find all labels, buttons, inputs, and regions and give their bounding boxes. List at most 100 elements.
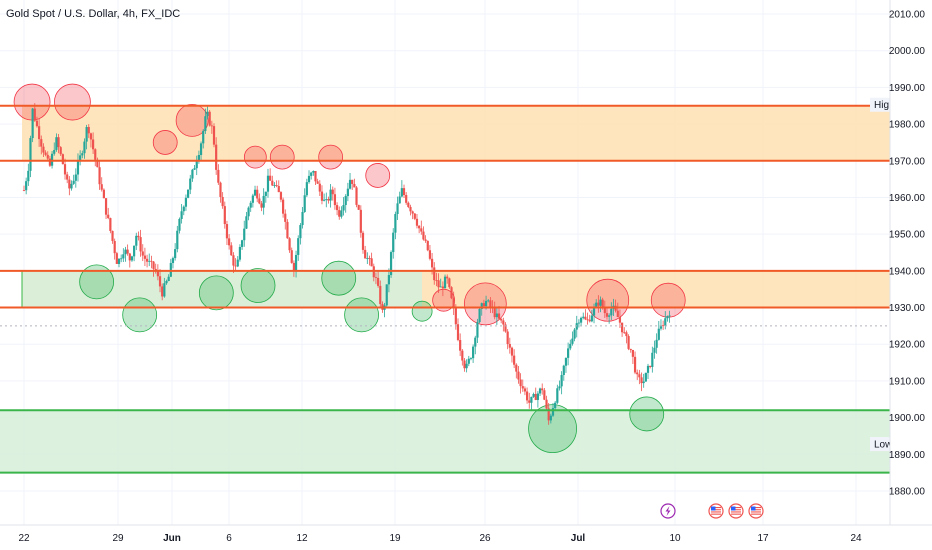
- candle-body: [513, 355, 516, 365]
- candle-body: [441, 286, 444, 289]
- candle-body: [620, 322, 624, 333]
- candle-body: [448, 278, 451, 288]
- candle-body: [469, 358, 473, 359]
- us-flag-stripe: [711, 511, 721, 513]
- us-flag-stripe: [731, 509, 741, 511]
- candle-body: [595, 302, 598, 308]
- candle-body: [567, 348, 570, 358]
- candle-body: [234, 265, 237, 267]
- candle-body: [452, 298, 455, 309]
- time-tick-label: 10: [669, 533, 681, 544]
- candle-body: [605, 313, 609, 317]
- time-tick-label: 22: [18, 533, 30, 544]
- candle-body: [430, 258, 434, 268]
- resistance-highlight-circle: [365, 163, 391, 188]
- us-flag-stripe: [711, 513, 721, 515]
- us-flag-stripe: [751, 509, 761, 511]
- candle-body: [374, 277, 378, 279]
- candle-body: [182, 206, 185, 212]
- candle-body: [588, 319, 591, 322]
- us-flag-icon: [748, 503, 764, 519]
- candle-body: [81, 153, 84, 156]
- candle-body: [616, 310, 619, 317]
- candle-body: [215, 144, 218, 170]
- support-highlight-circle: [79, 264, 115, 300]
- candle-body: [644, 372, 647, 382]
- price-tick-label: 1990.00: [889, 83, 926, 94]
- candle-body: [57, 137, 60, 148]
- candle-body: [171, 258, 175, 264]
- candle-body: [260, 203, 263, 208]
- candle-body: [184, 197, 188, 207]
- candle-body: [603, 307, 606, 314]
- us-flag-canton: [751, 506, 756, 511]
- candle-body: [618, 316, 622, 323]
- candle-body: [597, 302, 600, 306]
- support-highlight-circle: [411, 300, 433, 322]
- candle-body: [156, 270, 159, 277]
- candle-body: [428, 250, 432, 259]
- candle-body: [437, 280, 440, 288]
- candle-body: [396, 203, 399, 215]
- candle-body: [301, 211, 304, 226]
- candle-body: [536, 393, 539, 400]
- candle-body: [25, 181, 28, 191]
- candle-body: [38, 126, 41, 140]
- price-tick-label: 1890.00: [889, 450, 926, 461]
- zone-resistance-upper: [22, 105, 890, 161]
- support-highlight-circle: [344, 297, 379, 333]
- candle-body: [407, 202, 410, 207]
- candle-body: [521, 386, 524, 389]
- candle-body: [29, 138, 32, 171]
- candle-body: [573, 329, 576, 339]
- candle-body: [579, 317, 583, 323]
- candle-body: [46, 154, 49, 159]
- candle-body: [72, 180, 75, 184]
- support-highlight-circle: [528, 404, 577, 454]
- candle-body: [135, 235, 138, 246]
- candle-body: [610, 308, 613, 316]
- candle-body: [104, 198, 108, 215]
- candle-body: [418, 225, 421, 229]
- candle-body: [636, 372, 639, 375]
- us-flag-stripe: [711, 509, 721, 511]
- candle-body: [560, 375, 563, 387]
- candle-body: [232, 255, 235, 266]
- us-flag-stripe: [731, 507, 741, 509]
- candle-body: [474, 337, 477, 347]
- candle-body: [122, 254, 125, 259]
- candle-body: [662, 325, 665, 327]
- candle-body: [310, 172, 313, 176]
- candle-body: [353, 183, 356, 188]
- candle-body: [258, 198, 261, 204]
- candle-body: [497, 313, 501, 319]
- candle-body: [463, 360, 466, 369]
- candle-body: [571, 338, 574, 344]
- candle-body: [33, 108, 36, 121]
- candle-body: [327, 199, 330, 201]
- candle-body: [174, 249, 177, 259]
- candle-body: [228, 238, 231, 246]
- candle-body: [500, 318, 503, 321]
- candle-body: [219, 182, 222, 197]
- candle-body: [355, 187, 358, 205]
- candle-body: [366, 258, 369, 259]
- price-tick-label: 1970.00: [889, 156, 926, 167]
- candle-body: [178, 218, 181, 231]
- zone-support: [0, 410, 890, 473]
- candle-body: [627, 336, 630, 349]
- candle-body: [586, 319, 589, 321]
- candle-body: [180, 211, 183, 219]
- candle-body: [338, 210, 341, 217]
- candle-body: [657, 328, 660, 340]
- candle-body: [89, 133, 93, 140]
- candle-body: [320, 191, 324, 201]
- candle-body: [145, 258, 149, 262]
- candle-body: [61, 154, 64, 165]
- candle-body: [204, 116, 207, 131]
- candle-body: [519, 379, 522, 387]
- candle-body: [299, 225, 302, 239]
- low-marker-label: Low: [874, 440, 893, 451]
- support-highlight-circle: [198, 275, 234, 311]
